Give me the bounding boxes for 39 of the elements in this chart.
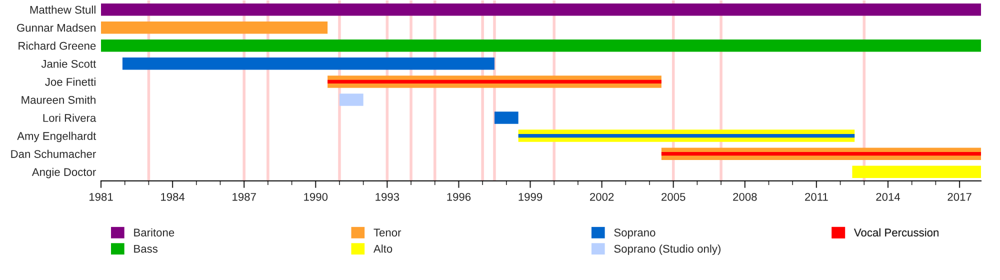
bar xyxy=(328,80,662,84)
x-tick-label: 2014 xyxy=(876,192,900,201)
y-tick-label: Gunnar Madsen xyxy=(17,24,96,32)
legend-label: Baritone xyxy=(134,228,174,236)
y-tick-label: Maureen Smith xyxy=(22,96,96,104)
x-tick-label: 2005 xyxy=(662,192,686,201)
x-tick-label: 1990 xyxy=(304,192,328,201)
bar xyxy=(101,40,981,52)
bar xyxy=(494,112,518,124)
bar xyxy=(852,166,981,178)
x-tick-label: 1993 xyxy=(376,192,400,201)
x-tick-label: 1981 xyxy=(89,192,113,201)
y-tick-label: Matthew Stull xyxy=(30,6,96,14)
x-tick-label: 2002 xyxy=(590,192,614,201)
x-tick-label: 2011 xyxy=(805,192,828,201)
y-tick-label: Janie Scott xyxy=(41,60,96,68)
y-tick-label: Angie Doctor xyxy=(32,168,96,178)
x-tick-label: 2017 xyxy=(948,192,972,201)
x-tick-label: 2008 xyxy=(733,192,757,201)
y-tick-label: Dan Schumacher xyxy=(11,150,96,158)
legend-label: Soprano xyxy=(614,228,656,239)
x-tick-label: 1999 xyxy=(518,192,542,201)
legend-label: Alto xyxy=(373,244,392,253)
y-tick-label: Lori Rivera xyxy=(43,114,96,122)
x-tick-label: 1987 xyxy=(232,192,256,201)
bar xyxy=(101,3,981,16)
bar xyxy=(122,58,494,70)
bar xyxy=(339,94,364,106)
legend-label: Vocal Percussion xyxy=(854,228,938,236)
x-tick-label: 1984 xyxy=(161,192,185,201)
y-tick-label: Richard Greene xyxy=(18,42,96,50)
x-tick-label: 1996 xyxy=(447,192,471,201)
legend-label: Soprano (Studio only) xyxy=(614,244,720,255)
bar xyxy=(661,152,981,156)
y-tick-label: Amy Engelhardt xyxy=(17,132,96,142)
y-tick-label: Joe Finetti xyxy=(45,78,96,86)
legend-label: Bass xyxy=(134,244,158,253)
legend-label: Tenor xyxy=(374,228,402,236)
bar xyxy=(101,21,328,34)
